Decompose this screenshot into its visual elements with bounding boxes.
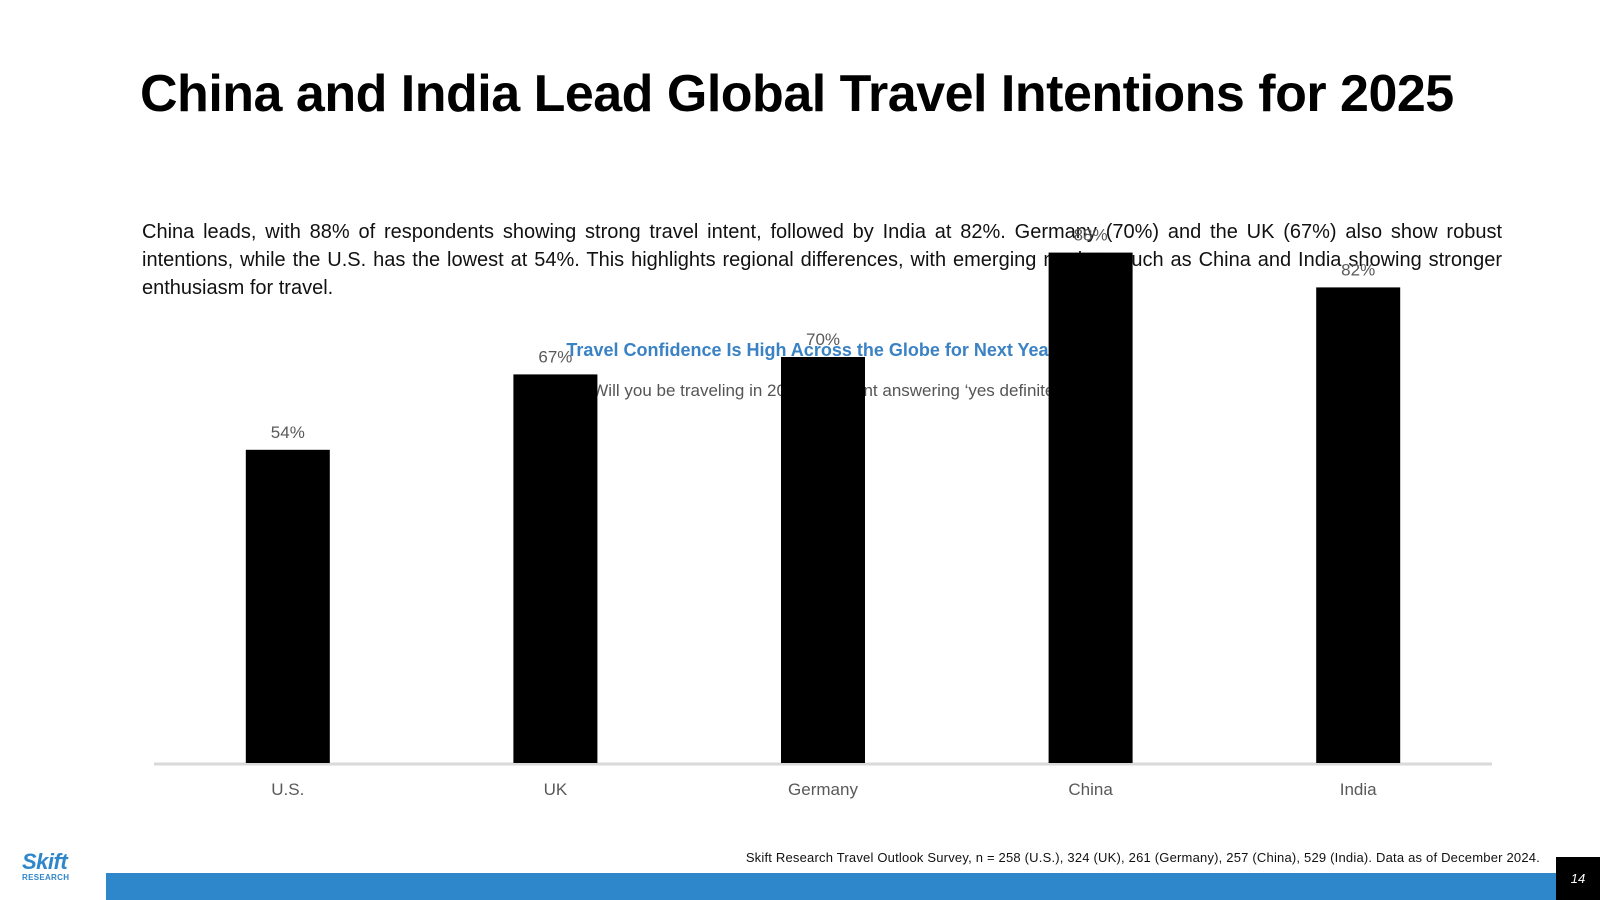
logo-wordmark: Skift (22, 849, 68, 874)
data-label: 67% (538, 347, 572, 366)
skift-logo: Skift RESEARCH (22, 851, 84, 883)
bar-china (1048, 252, 1133, 763)
x-tick-label: India (1340, 780, 1377, 799)
logo-subtitle: RESEARCH (22, 873, 70, 882)
bar-uk (513, 374, 598, 763)
data-label: 88% (1074, 226, 1108, 245)
intro-paragraph: China leads, with 88% of respondents sho… (142, 221, 1502, 299)
bar-india (1316, 287, 1401, 763)
chart-title: Travel Confidence Is High Across the Glo… (566, 340, 1056, 360)
x-tick-label: U.S. (271, 780, 304, 799)
data-label: 82% (1341, 260, 1375, 279)
x-tick-label: UK (544, 780, 568, 799)
x-tick-label: Germany (788, 780, 858, 799)
footer-bar (106, 873, 1556, 900)
source-footnote: Skift Research Travel Outlook Survey, n … (745, 850, 1540, 865)
page-number: 14 (1556, 857, 1600, 900)
bar-germany (781, 357, 865, 763)
slide-title: China and India Lead Global Travel Inten… (140, 65, 1454, 123)
data-label: 70% (806, 330, 840, 349)
bar-us (245, 449, 330, 763)
x-tick-label: China (1068, 780, 1113, 799)
data-label: 54% (271, 423, 305, 442)
